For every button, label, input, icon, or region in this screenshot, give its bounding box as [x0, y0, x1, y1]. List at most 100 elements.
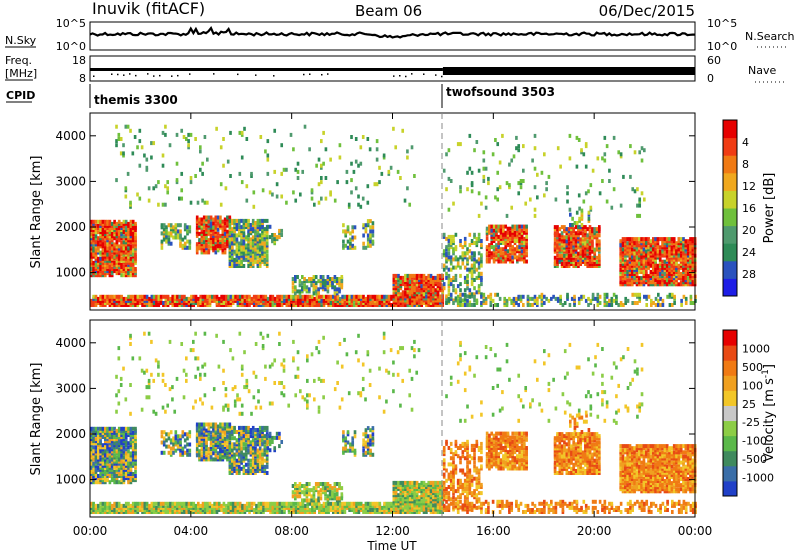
range-cell [294, 199, 297, 203]
range-cell [220, 145, 223, 149]
range-cell [132, 253, 135, 257]
range-cell [411, 280, 414, 284]
range-cell [413, 282, 416, 286]
range-cell [313, 275, 316, 279]
range-cell [285, 201, 288, 205]
range-cell [292, 289, 295, 293]
range-cell [464, 288, 467, 292]
range-cell [218, 502, 221, 506]
range-cell [650, 299, 653, 303]
range-cell [255, 295, 258, 299]
beam-title: Beam 06 [355, 2, 422, 20]
range-cell [155, 502, 158, 506]
range-cell [471, 292, 474, 296]
range-cell [400, 280, 403, 284]
range-cell [462, 293, 465, 297]
range-cell [92, 247, 95, 251]
range-cell [413, 299, 416, 303]
range-cell [589, 246, 592, 250]
range-cell [236, 219, 239, 223]
range-cell [493, 245, 496, 249]
range-cell [178, 299, 181, 303]
range-cell [471, 251, 474, 255]
range-cell [341, 295, 344, 299]
range-cell [680, 303, 683, 307]
colorbar-tick-label: 12 [742, 180, 756, 193]
range-cell [351, 244, 354, 248]
range-cell [381, 295, 384, 299]
range-cell [176, 133, 179, 137]
range-cell [569, 156, 572, 160]
range-cell [246, 184, 249, 188]
range-cell [469, 233, 472, 237]
range-cell [113, 242, 116, 246]
range-cell [636, 204, 639, 208]
range-cell [631, 187, 634, 191]
range-cell [348, 295, 351, 299]
range-cell [181, 502, 184, 506]
range-cell [450, 282, 453, 286]
range-cell [297, 170, 300, 174]
range-cell [254, 229, 257, 233]
range-cell [466, 299, 469, 303]
range-cell [111, 263, 114, 267]
range-cell [239, 131, 242, 135]
range-cell [488, 243, 491, 247]
range-cell [496, 187, 499, 191]
range-cell [215, 127, 218, 131]
range-cell [561, 262, 564, 266]
range-cell [626, 260, 629, 264]
range-cell [276, 235, 279, 239]
range-cell [134, 427, 137, 431]
range-cell [189, 240, 192, 244]
range-cell [418, 274, 421, 278]
range-cell [483, 179, 486, 183]
range-cell [606, 200, 609, 204]
range-cell [168, 223, 171, 227]
range-cell [111, 476, 114, 480]
range-cell [423, 274, 426, 278]
range-cell [254, 248, 257, 252]
range-cell [134, 253, 137, 257]
range-cell [534, 295, 537, 299]
range-cell [236, 233, 239, 237]
range-cell [473, 251, 476, 255]
range-cell [97, 480, 100, 484]
range-cell [97, 247, 100, 251]
range-cell [622, 303, 625, 307]
range-cell [205, 216, 208, 220]
range-cell [311, 188, 314, 192]
range-cell [354, 225, 357, 229]
range-cell [208, 238, 211, 242]
range-cell [408, 203, 411, 207]
range-cell [495, 225, 498, 229]
range-cell [99, 439, 102, 443]
range-cell [269, 190, 272, 194]
range-cell [634, 189, 637, 193]
range-cell [120, 240, 123, 244]
range-cell [586, 239, 589, 243]
range-cell [324, 287, 327, 291]
range-cell [247, 264, 250, 268]
nave-dot [309, 73, 311, 75]
range-cell [397, 282, 400, 286]
range-cell [469, 288, 472, 292]
colorbar-tick-label: 4 [742, 136, 749, 149]
range-cell [123, 445, 126, 449]
range-cell [113, 470, 116, 474]
range-cell [132, 462, 135, 466]
freq-marks [90, 67, 695, 77]
range-cell [125, 220, 128, 224]
range-cell [283, 295, 286, 299]
range-cell [280, 229, 283, 233]
nave-dot [399, 75, 401, 77]
range-cell [569, 223, 572, 227]
range-cell [292, 147, 295, 151]
range-cell [513, 297, 516, 301]
range-cell [272, 295, 275, 299]
range-cell [534, 208, 537, 212]
range-cell [469, 134, 472, 138]
range-cell [502, 229, 505, 233]
range-cell [201, 218, 204, 222]
range-cell [478, 237, 481, 241]
